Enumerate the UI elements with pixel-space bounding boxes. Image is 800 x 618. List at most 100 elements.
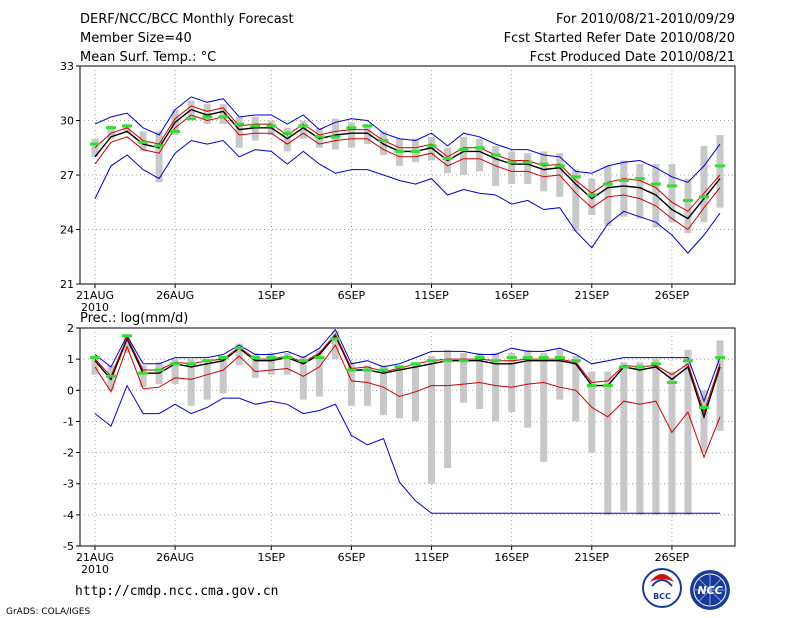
produced-date: Fcst Produced Date 2010/08/21 [530, 50, 735, 65]
series-upper [94, 328, 721, 403]
spread-bar [395, 365, 403, 419]
x-tick-label: 26SEP [655, 551, 690, 564]
spread-bar [460, 352, 468, 403]
spread-bar [91, 356, 99, 375]
spread-bar [155, 131, 163, 183]
spread-bar [235, 116, 243, 148]
ncc-logo-grid [694, 574, 726, 606]
series-inner-lower [94, 344, 721, 459]
series-ensemble-mean [94, 334, 721, 420]
spread-bar [572, 356, 580, 422]
bcc-logo-text: BCC [653, 592, 671, 601]
spread-bar [379, 365, 387, 416]
start-date: Fcst Started Refer Date 2010/08/20 [504, 31, 735, 46]
variable-label: Mean Surf. Temp.: °C [80, 50, 216, 65]
x-tick-label: 16SEP [494, 289, 529, 302]
spread-bar [251, 352, 259, 378]
x-tick-label: 6SEP [338, 289, 366, 302]
series-inner-lower [94, 114, 721, 231]
spread-bar [636, 362, 644, 515]
bcc-logo-swirl-blue [651, 579, 673, 587]
x-tick-label: 21SEP [575, 289, 610, 302]
forecast-period: For 2010/08/21-2010/09/29 [556, 12, 735, 27]
spread-bar [315, 349, 323, 397]
bcc-logo-swirl-red [650, 574, 674, 582]
precip-title: Prec.: log(mm/d) [80, 311, 188, 326]
spread-bar [283, 127, 291, 152]
y-tick-label: -4 [63, 509, 74, 522]
source-url: http://cmdp.ncc.cma.gov.cn [75, 584, 279, 599]
x-tick-label: 26AUG [156, 289, 194, 302]
spread-bar [716, 135, 724, 208]
spread-bar [235, 343, 243, 366]
spread-bar [620, 160, 628, 217]
spread-bar [684, 178, 692, 234]
x-year-label: 2010 [81, 563, 109, 576]
spread-bar [700, 145, 708, 223]
spread-bar [251, 116, 259, 141]
spread-bar [540, 352, 548, 462]
spread-bar [219, 104, 227, 125]
series-inner-upper [94, 105, 721, 212]
x-tick-label: 26SEP [655, 289, 690, 302]
spread-bar [684, 349, 692, 515]
spread-bar [476, 138, 484, 172]
spread-bar [588, 371, 596, 453]
spread-bar [540, 151, 548, 192]
spread-bar [604, 165, 612, 226]
spread-bar [123, 334, 131, 353]
y-tick-label: 27 [60, 169, 74, 182]
spread-bar [187, 359, 195, 406]
spread-bar [460, 136, 468, 175]
spread-bar [379, 131, 387, 156]
series-lower [94, 384, 720, 514]
spread-bar [716, 340, 724, 431]
spread-bar [267, 352, 275, 375]
y-tick-label: -1 [63, 415, 74, 428]
spread-bar [428, 356, 436, 484]
x-tick-label: 1SEP [257, 551, 285, 564]
spread-bar [604, 371, 612, 515]
spread-bar [636, 164, 644, 219]
y-tick-label: 0 [67, 384, 74, 397]
spread-bar [171, 359, 179, 385]
chart-title: DERF/NCC/BCC Monthly Forecast [80, 12, 294, 27]
spread-bar [668, 371, 676, 515]
x-tick-label: 11SEP [414, 289, 449, 302]
spread-bar [219, 356, 227, 394]
spread-bar [620, 362, 628, 512]
ncc-logo: NCC [690, 570, 730, 610]
y-tick-label: 1 [67, 353, 74, 366]
spread-bar [283, 352, 291, 375]
y-tick-label: -2 [63, 447, 74, 460]
spread-bar [524, 349, 532, 428]
ncc-logo-text: NCC [697, 584, 722, 597]
spread-bar [492, 352, 500, 422]
spread-bar [588, 178, 596, 215]
series-upper [94, 96, 721, 183]
spread-bar [700, 390, 708, 453]
spread-bar [508, 151, 516, 185]
spread-bar [299, 120, 307, 139]
spread-bar [203, 359, 211, 400]
spread-bar [347, 362, 355, 406]
series-inner-upper [94, 333, 721, 414]
series-lower [94, 139, 721, 254]
x-tick-label: 21AUG [76, 551, 114, 564]
spread-bar [524, 153, 532, 185]
x-tick-label: 6SEP [338, 551, 366, 564]
series-ensemble-mean [94, 108, 721, 220]
y-tick-label: 24 [60, 224, 74, 237]
spread-bar [347, 122, 355, 148]
x-tick-label: 11SEP [414, 551, 449, 564]
spread-bar [203, 104, 211, 125]
spread-bar [139, 365, 147, 388]
temperature-panel: 21 24 27 30 33 21AUG 26AUG 1SEP 6SEP 11SEP 16SEP 21… [60, 60, 736, 314]
spread-bar [668, 164, 676, 223]
spread-bar [508, 352, 516, 413]
bcc-logo-ring [642, 568, 682, 608]
spread-bar [187, 100, 195, 117]
spread-bar [652, 359, 660, 515]
y-tick-label: 21 [60, 278, 74, 291]
